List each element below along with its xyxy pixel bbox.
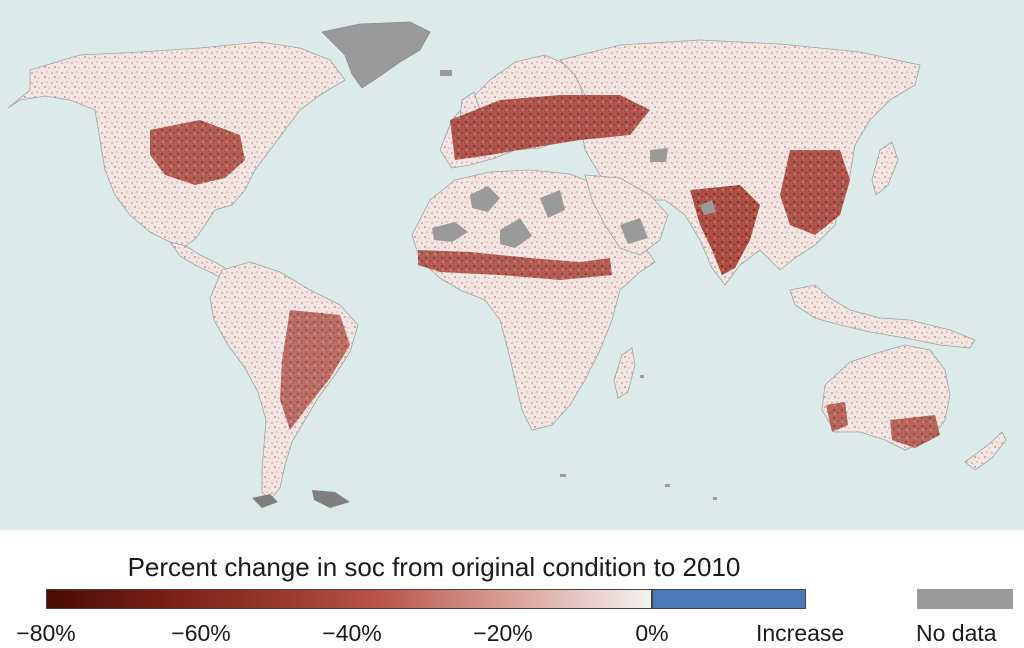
small-islands [252, 70, 717, 508]
loss-region-sahel [418, 250, 612, 280]
southeast-asia-islands [789, 284, 976, 349]
high-loss-regions [150, 95, 940, 448]
greenland-no-data [321, 21, 431, 89]
asia-landmass [559, 39, 921, 286]
no-data-patches [432, 148, 716, 248]
loss-region-southeast-australia [890, 415, 940, 448]
loss-gradient-bar [46, 589, 652, 609]
tick-label-minus-60: −60% [171, 620, 231, 646]
loss-region-southwest-australia [826, 402, 848, 432]
loss-region-us-midwest [150, 120, 245, 185]
new-zealand-landmass [964, 431, 1007, 471]
world-map [0, 0, 1024, 530]
madagascar-landmass [613, 347, 636, 399]
loss-region-europe [450, 95, 650, 160]
increase-swatch [652, 589, 806, 609]
arabian-peninsula-landmass [584, 174, 669, 256]
legend-title: Percent change in soc from original cond… [127, 552, 741, 582]
loss-region-east-china [780, 150, 850, 235]
tick-label-minus-40: −40% [322, 620, 382, 646]
africa-landmass [411, 169, 656, 431]
loss-region-brazil [280, 310, 350, 430]
tick-label-minus-80: −80% [16, 620, 76, 646]
no-data-label: No data [916, 620, 997, 646]
tick-label-zero: 0% [635, 620, 669, 646]
no-data-swatch [917, 589, 1013, 609]
world-map-panel [0, 0, 1024, 530]
japan-landmass [871, 141, 899, 196]
increase-label: Increase [756, 620, 845, 646]
tick-label-minus-20: −20% [473, 620, 533, 646]
